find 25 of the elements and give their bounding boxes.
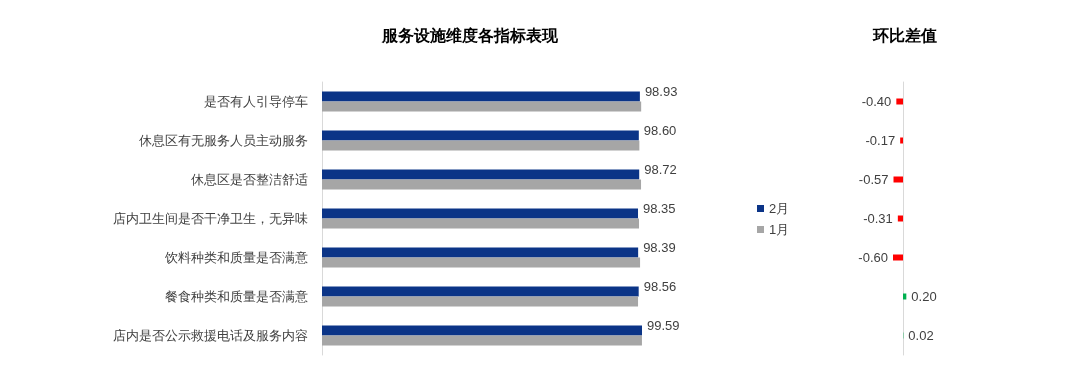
data-label: 0.02 — [908, 328, 934, 343]
y-tick-label: 饮料种类和质量是否满意 — [164, 250, 308, 265]
data-label: -0.60 — [858, 250, 888, 265]
chart-title: 服务设施维度各指标表现 — [381, 25, 559, 44]
y-tick-label: 店内是否公示救援电话及服务内容 — [113, 328, 308, 343]
data-label: 98.35 — [643, 201, 676, 216]
data-label: -0.31 — [863, 211, 893, 226]
y-tick-label: 休息区有无服务人员主动服务 — [139, 133, 308, 148]
legend-label: 2月 — [769, 201, 790, 216]
data-label: 98.39 — [643, 240, 676, 255]
data-label: -0.57 — [858, 172, 889, 187]
y-tick-label: 餐食种类和质量是否满意 — [165, 289, 308, 304]
legend-label: 1月 — [769, 222, 790, 237]
chart-title: 环比差值 — [872, 26, 937, 44]
y-tick-label: 店内卫生间是否干净卫生，无异味 — [113, 211, 308, 226]
data-label: 98.56 — [643, 279, 677, 294]
data-label: -0.17 — [865, 133, 896, 148]
data-label: 98.72 — [644, 162, 677, 177]
data-label: -0.40 — [861, 94, 892, 109]
y-tick-label: 是否有人引导停车 — [204, 94, 308, 109]
data-label: 98.93 — [644, 84, 678, 99]
data-label: 99.59 — [647, 318, 680, 333]
y-tick-label: 休息区是否整洁舒适 — [191, 172, 308, 187]
data-label: 0.20 — [911, 289, 937, 304]
data-label: 98.60 — [643, 123, 677, 138]
